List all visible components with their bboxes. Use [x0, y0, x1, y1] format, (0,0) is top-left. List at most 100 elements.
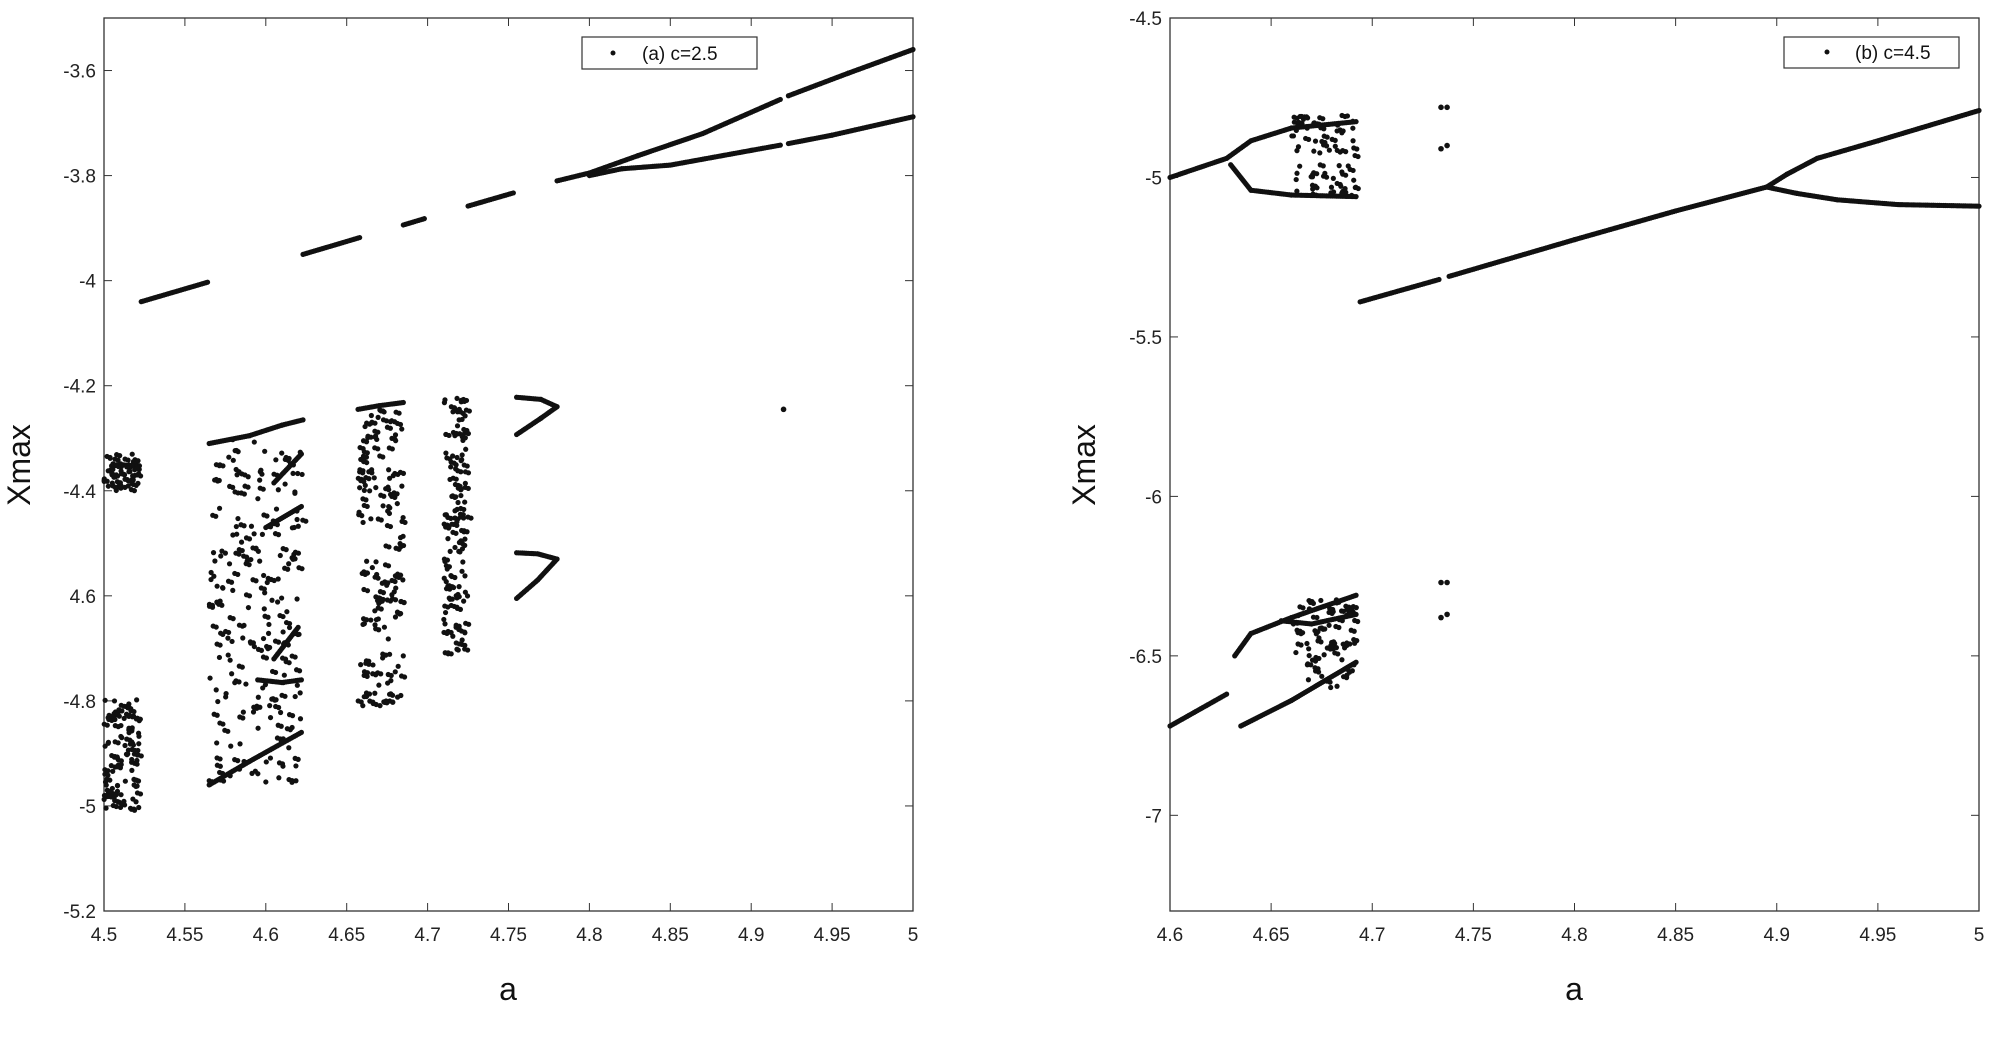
chaotic-point: [1336, 624, 1342, 631]
chaotic-point: [122, 476, 128, 482]
chaotic-point: [442, 512, 448, 518]
chaotic-point: [1316, 655, 1322, 662]
chaotic-point: [105, 772, 111, 778]
chaotic-point: [251, 531, 257, 537]
chaotic-point: [261, 572, 267, 579]
chaotic-point: [1343, 149, 1349, 155]
chaotic-point: [399, 426, 405, 432]
chaotic-point: [361, 694, 367, 700]
chaotic-point: [378, 606, 384, 612]
chaotic-point: [375, 446, 381, 452]
chaotic-point: [117, 453, 123, 459]
chaotic-point: [381, 409, 387, 415]
chaotic-point: [453, 462, 459, 468]
chaotic-point: [272, 669, 279, 676]
chaotic-point: [400, 542, 407, 549]
chaotic-point: [1353, 184, 1359, 190]
chaotic-point: [271, 577, 277, 584]
chaotic-point: [388, 672, 394, 679]
chaotic-point: [114, 782, 121, 789]
chaotic-point: [109, 470, 115, 477]
chaotic-point: [379, 580, 385, 586]
y-tick-label: -4.4: [63, 482, 96, 503]
chaotic-point: [286, 620, 293, 627]
chaotic-point: [266, 621, 272, 628]
chaotic-point: [213, 513, 219, 519]
chaotic-point: [214, 583, 220, 589]
chaotic-point: [384, 582, 390, 588]
chaotic-point: [101, 478, 107, 485]
chaotic-point: [392, 669, 398, 675]
chaotic-point: [360, 621, 366, 628]
chaotic-point: [1322, 139, 1328, 146]
x-tick-label: 4.9: [1764, 925, 1790, 946]
chaotic-point: [397, 535, 404, 541]
branch-point: [777, 96, 783, 103]
chaotic-point: [258, 647, 265, 654]
chaotic-point: [117, 765, 124, 771]
chaotic-point: [134, 783, 140, 789]
chaotic-point: [299, 566, 305, 572]
chaotic-point: [460, 559, 466, 565]
chaotic-point: [264, 579, 270, 586]
chaotic-point: [110, 466, 116, 472]
chaotic-point: [390, 492, 397, 499]
chaotic-point: [1318, 597, 1324, 604]
chaotic-point: [371, 475, 377, 481]
chaotic-point: [238, 539, 245, 545]
chaotic-point: [464, 529, 470, 535]
chaotic-point: [290, 462, 297, 468]
chaotic-point: [1300, 630, 1306, 636]
chaotic-point: [446, 432, 452, 439]
chaotic-point: [244, 759, 250, 766]
chaotic-point: [459, 416, 465, 423]
chaotic-point: [1294, 620, 1300, 626]
chaotic-point: [230, 484, 236, 490]
chaotic-point: [461, 506, 467, 513]
chaotic-point: [115, 724, 121, 730]
chaotic-point: [235, 571, 241, 578]
chaotic-point: [292, 489, 298, 495]
chaotic-point: [275, 576, 281, 582]
y-tick-label: -3.6: [63, 62, 96, 83]
chaotic-point: [274, 472, 280, 478]
chaotic-point: [1293, 649, 1299, 656]
chaotic-point: [285, 566, 291, 572]
chaotic-point: [453, 530, 459, 536]
chaotic-point: [1312, 138, 1319, 144]
chaotic-point: [125, 483, 131, 489]
chaotic-point: [276, 704, 282, 711]
chaotic-point: [227, 657, 233, 663]
chaotic-point: [454, 519, 460, 525]
branch-point: [1976, 203, 1982, 209]
chaotic-point: [225, 635, 231, 641]
chaotic-point: [457, 511, 464, 517]
chaotic-point: [462, 573, 468, 579]
chaotic-point: [107, 777, 113, 783]
chaotic-point: [457, 549, 463, 555]
chaotic-point: [367, 488, 373, 494]
chaotic-point: [241, 491, 247, 497]
chaotic-point: [123, 751, 130, 757]
chaotic-point: [373, 484, 379, 491]
chaotic-point: [121, 472, 128, 478]
chaotic-point: [380, 503, 386, 509]
chaotic-point: [392, 436, 398, 442]
chaotic-point: [460, 410, 466, 417]
chaotic-point: [1317, 150, 1323, 156]
chaotic-point: [1326, 147, 1332, 153]
chaotic-point: [126, 730, 132, 736]
chaotic-point: [454, 604, 460, 610]
legend-marker: [610, 50, 616, 56]
chaotic-point: [105, 483, 111, 489]
chaotic-point: [230, 616, 236, 622]
chaotic-point: [458, 486, 464, 492]
chaotic-point: [236, 679, 242, 685]
chaotic-point: [131, 709, 137, 715]
chaotic-point: [220, 721, 226, 727]
y-tick-label: -3.8: [63, 167, 96, 188]
chaotic-point: [400, 653, 406, 659]
isolated-point: [1438, 579, 1444, 586]
x-tick-label: 4.75: [490, 925, 527, 946]
chaotic-point: [286, 624, 293, 631]
